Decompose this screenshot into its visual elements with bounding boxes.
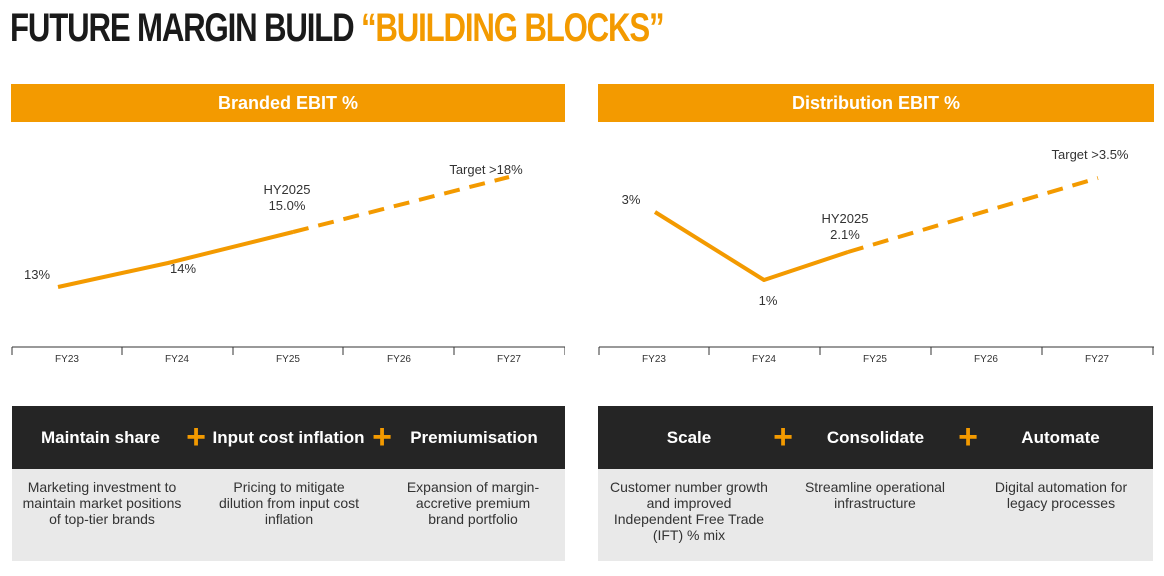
block-heading: Premiumisation (410, 427, 538, 447)
x-tick-label: FY26 (387, 354, 411, 365)
x-tick-label: FY24 (752, 354, 776, 365)
x-tick-label: FY25 (276, 354, 300, 365)
block-heading: Maintain share (40, 427, 161, 447)
x-tick-label: FY24 (165, 354, 189, 365)
series-actual-line (57, 230, 294, 289)
x-tick-label: FY25 (863, 354, 887, 365)
block-description-bar (12, 469, 565, 561)
block-description: Digital automation for legacy processes (994, 479, 1128, 511)
distribution-ebit-plot: FY23 FY24 FY25 FY26 FY27 3% 1% HY2025 2.… (598, 147, 1154, 365)
x-tick-labels: FY23 FY24 FY25 FY26 FY27 (55, 354, 521, 365)
plus-icon: + (372, 418, 392, 456)
series-target-line (847, 176, 1099, 254)
block-heading: Consolidate (826, 427, 925, 447)
x-ticks (11, 347, 565, 355)
data-label: 3% (622, 192, 641, 207)
x-ticks (598, 347, 1154, 355)
block-header-bar (12, 406, 565, 469)
x-tick-label: FY27 (1085, 354, 1109, 365)
block-heading: Automate (1021, 427, 1100, 447)
block-description: Customer number growth and improved Inde… (610, 479, 768, 543)
distribution-ebit-chart: Distribution EBIT % FY23 FY24 FY25 FY26 … (598, 84, 1154, 374)
distribution-building-blocks: Scale + Consolidate + Automate Customer … (598, 406, 1153, 561)
branded-ebit-plot: FY23 FY24 FY25 FY26 FY27 13% 14% HY2025 … (11, 162, 565, 365)
block-description: Marketing investment to maintain market … (22, 479, 182, 527)
series-target-line (292, 175, 510, 234)
data-label: 13% (24, 267, 50, 282)
block-heading: Input cost inflation (212, 427, 365, 447)
page-title-main: FUTURE MARGIN BUILD (10, 6, 361, 50)
chart-title: Distribution EBIT % (598, 84, 1154, 122)
page-title: FUTURE MARGIN BUILD “BUILDING BLOCKS” (10, 6, 665, 51)
x-tick-label: FY26 (974, 354, 998, 365)
block-header-bar (598, 406, 1153, 469)
data-label: 2.1% (830, 227, 860, 242)
data-label: Target >3.5% (1052, 147, 1129, 162)
data-label: HY2025 (264, 182, 311, 197)
data-label: 15.0% (269, 198, 306, 213)
block-heading: Scale (666, 427, 712, 447)
data-label: 14% (170, 261, 196, 276)
block-description-bar (598, 469, 1153, 561)
data-label: 1% (759, 293, 778, 308)
data-label: Target >18% (449, 162, 523, 177)
x-tick-labels: FY23 FY24 FY25 FY26 FY27 (642, 354, 1109, 365)
data-label: HY2025 (822, 211, 869, 226)
branded-ebit-chart: Branded EBIT % FY23 FY24 FY25 FY26 FY27 … (11, 84, 565, 374)
plus-icon: + (773, 418, 793, 456)
x-tick-label: FY23 (642, 354, 666, 365)
chart-title: Branded EBIT % (11, 84, 565, 122)
plus-icon: + (186, 418, 206, 456)
plus-icon: + (958, 418, 978, 456)
x-tick-label: FY23 (55, 354, 79, 365)
series-actual-line (653, 210, 849, 282)
block-description: Expansion of margin-accretive premium br… (406, 479, 540, 527)
branded-building-blocks: Maintain share + Input cost inflation + … (12, 406, 565, 561)
block-description: Pricing to mitigate dilution from input … (218, 479, 360, 527)
x-tick-label: FY27 (497, 354, 521, 365)
block-description: Streamline operational infrastructure (804, 479, 946, 511)
page-title-highlight: “BUILDING BLOCKS” (360, 6, 665, 50)
